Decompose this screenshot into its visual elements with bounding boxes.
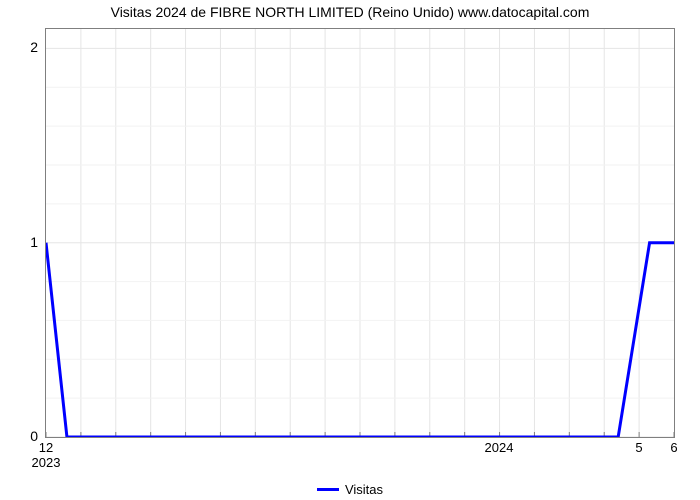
visits-chart: Visitas 2024 de FIBRE NORTH LIMITED (Rei…: [0, 0, 700, 500]
x-tick-label: 12 2023: [32, 440, 61, 470]
plot-area: [45, 28, 675, 438]
legend-label: Visitas: [345, 482, 383, 497]
chart-title: Visitas 2024 de FIBRE NORTH LIMITED (Rei…: [0, 4, 700, 20]
legend: Visitas: [0, 478, 700, 497]
x-tick-label: 6: [670, 440, 677, 455]
y-tick-label: 1: [30, 234, 38, 250]
x-tick-label: 2024: [485, 440, 514, 455]
plot-svg: [46, 29, 674, 437]
y-tick-label: 2: [30, 39, 38, 55]
legend-swatch: [317, 488, 339, 491]
x-tick-label: 5: [635, 440, 642, 455]
